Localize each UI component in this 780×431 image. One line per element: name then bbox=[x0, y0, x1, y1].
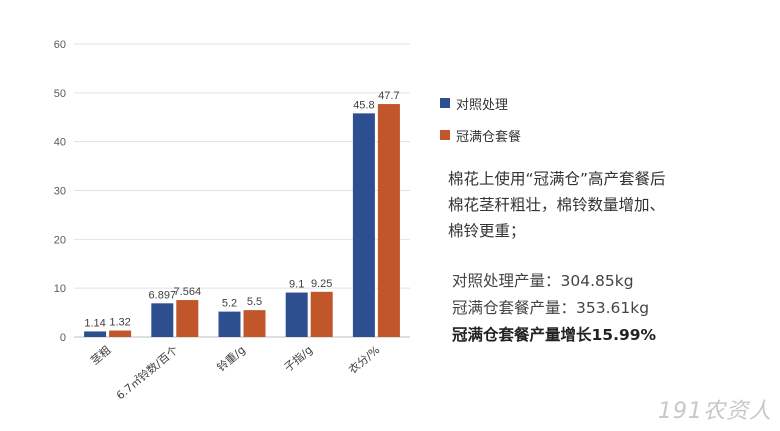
note-line-3: 棉铃更重； bbox=[448, 222, 526, 240]
legend-swatch-control bbox=[440, 98, 450, 108]
bar-control bbox=[84, 331, 107, 337]
yield-summary: 对照处理产量：304.85kg 冠满仓套餐产量：353.61kg 冠满仓套餐产量… bbox=[452, 268, 656, 349]
y-tick-label: 20 bbox=[54, 234, 66, 246]
bar-control bbox=[151, 303, 174, 337]
bar-control bbox=[285, 292, 308, 337]
gridlines bbox=[74, 43, 410, 338]
data-label: 6.897 bbox=[149, 289, 177, 301]
legend-item-treatment: 冠满仓套餐 bbox=[440, 124, 521, 146]
y-tick-label: 40 bbox=[54, 137, 66, 149]
bar-treatment bbox=[310, 291, 333, 337]
y-tick-label: 0 bbox=[60, 332, 66, 344]
note-line-1: 棉花上使用“冠满仓”高产套餐后 bbox=[448, 170, 666, 188]
bar-control bbox=[352, 113, 375, 338]
bar-treatment bbox=[377, 104, 400, 337]
legend-swatch-treatment bbox=[440, 130, 450, 140]
yield-control: 对照处理产量：304.85kg bbox=[452, 272, 634, 290]
watermark-logo: 191农资人 bbox=[658, 399, 772, 424]
bar-treatment bbox=[176, 300, 199, 337]
y-tick-label: 60 bbox=[54, 39, 66, 51]
category-label: 子指/g bbox=[281, 343, 315, 375]
bars bbox=[84, 104, 400, 338]
bar-control bbox=[218, 311, 241, 337]
data-label: 45.8 bbox=[353, 99, 374, 111]
note-line-2: 棉花茎秆粗壮，棉铃数量增加、 bbox=[448, 196, 666, 214]
data-label: 9.1 bbox=[289, 279, 304, 291]
y-tick-label: 50 bbox=[54, 88, 66, 100]
data-label: 1.14 bbox=[84, 317, 105, 329]
category-label: 铃重/g bbox=[214, 343, 248, 375]
y-axis-ticks: 0 10 20 30 40 50 60 bbox=[54, 39, 66, 344]
data-label: 47.7 bbox=[378, 90, 399, 102]
data-label: 7.564 bbox=[174, 286, 202, 298]
category-label: 茎粗 bbox=[88, 343, 113, 367]
legend-item-control: 对照处理 bbox=[440, 92, 521, 114]
yield-treatment: 冠满仓套餐产量：353.61kg bbox=[452, 299, 650, 317]
category-labels: 茎粗 6.7㎡铃数/百个 铃重/g 子指/g 衣分/% bbox=[88, 343, 382, 403]
data-label: 1.32 bbox=[109, 317, 130, 329]
legend: 对照处理 冠满仓套餐 bbox=[440, 92, 521, 156]
data-label: 5.5 bbox=[247, 296, 262, 308]
category-label: 6.7㎡铃数/百个 bbox=[113, 343, 180, 403]
legend-label-treatment: 冠满仓套餐 bbox=[456, 129, 522, 145]
notes-text: 棉花上使用“冠满仓”高产套餐后 棉花茎秆粗壮，棉铃数量增加、 棉铃更重； bbox=[448, 166, 768, 244]
data-label: 9.25 bbox=[311, 278, 332, 290]
bar-treatment bbox=[109, 330, 132, 337]
y-tick-label: 10 bbox=[54, 283, 66, 295]
yield-increase: 冠满仓套餐产量增长15.99% bbox=[452, 326, 657, 344]
category-label: 衣分/% bbox=[346, 343, 383, 377]
legend-label-control: 对照处理 bbox=[456, 97, 509, 113]
data-label: 5.2 bbox=[222, 298, 237, 310]
y-tick-label: 30 bbox=[54, 186, 66, 198]
bar-treatment bbox=[243, 310, 266, 337]
